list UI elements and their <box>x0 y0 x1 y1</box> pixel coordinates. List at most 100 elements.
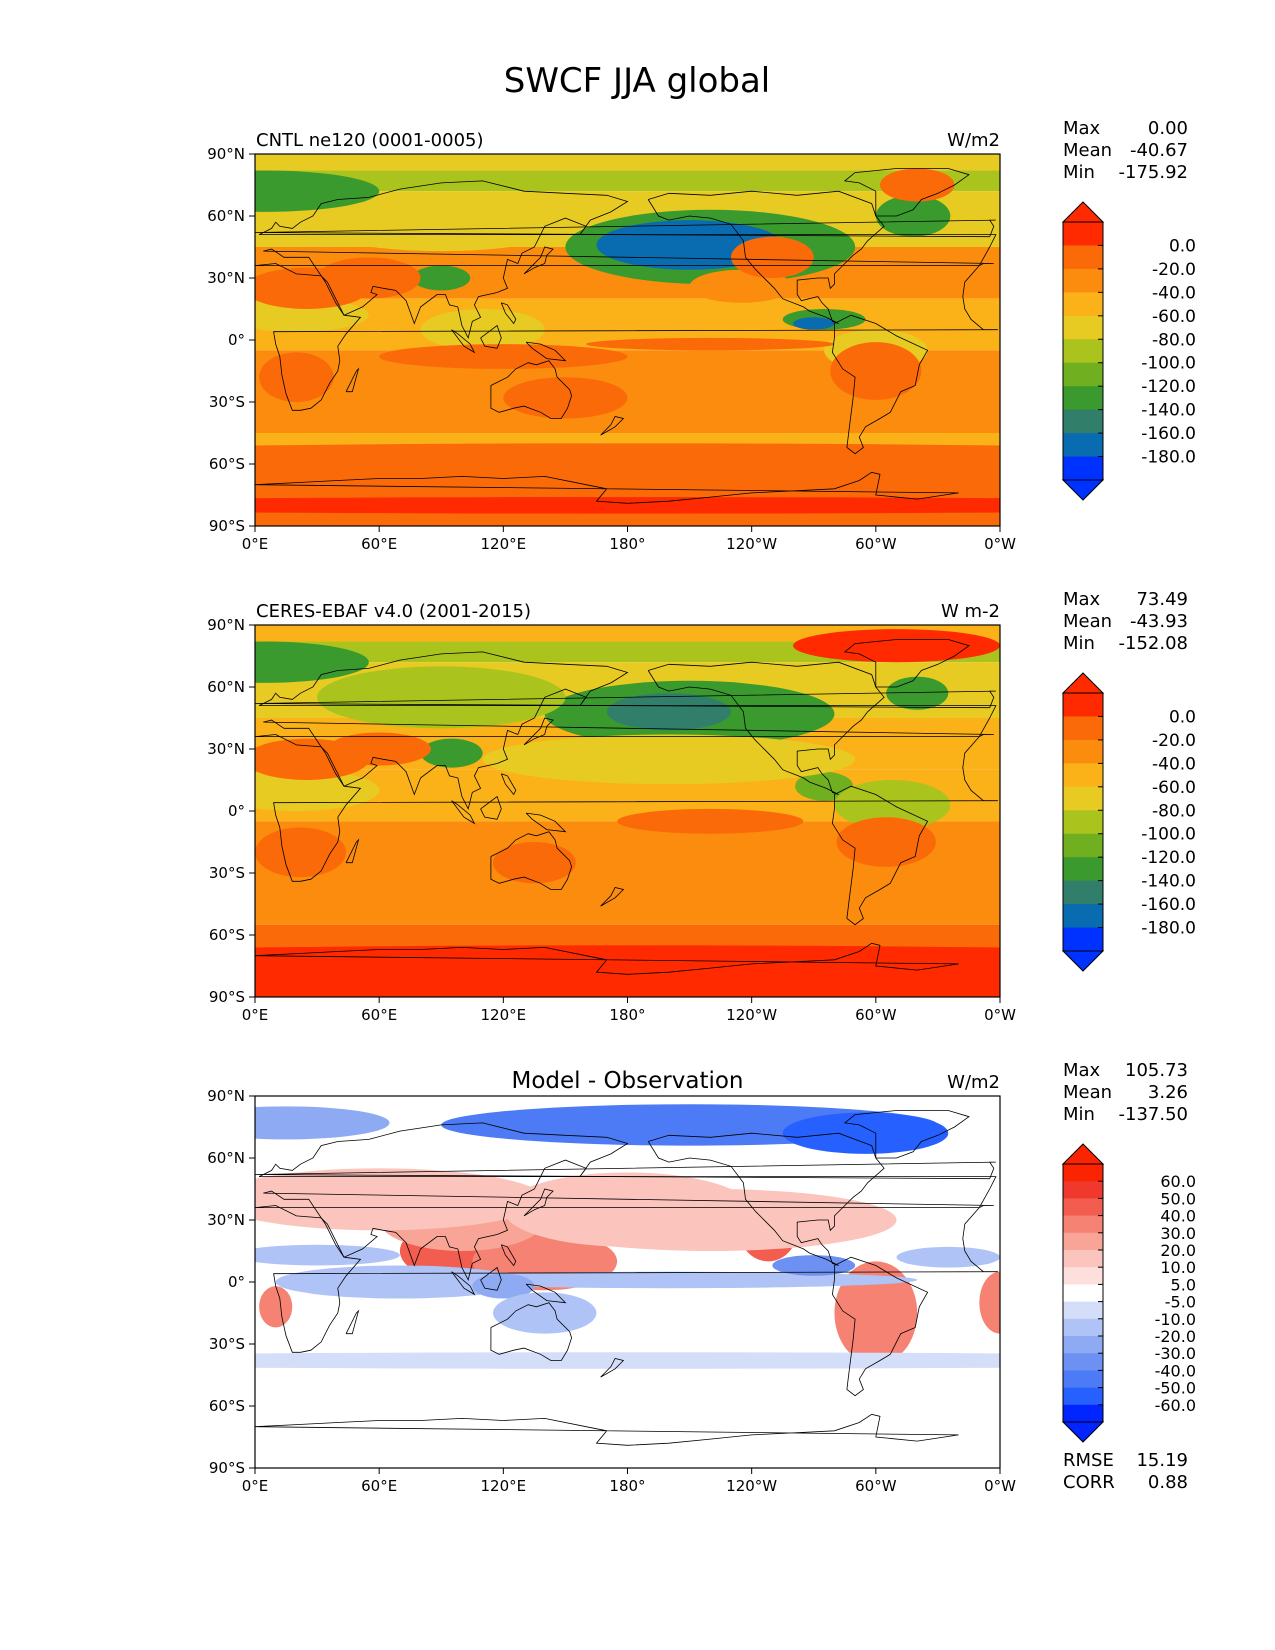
stat-label: Mean <box>1063 1082 1112 1103</box>
colorbar-label: -60.0 <box>1155 1396 1196 1415</box>
field-blob <box>886 676 949 710</box>
field-blob <box>482 734 856 785</box>
colorbar-label: -20.0 <box>1152 260 1196 280</box>
y-tick-label: 30°N <box>207 269 245 287</box>
field-blob <box>979 1271 1000 1334</box>
colorbar-segment <box>1063 786 1103 811</box>
colorbar: 0.0 -20.0 -40.0 -60.0 -80.0 -100.0 -120.0 -140.… <box>1061 201 1196 501</box>
figure-title: SWCF JJA global <box>504 61 771 101</box>
coastline <box>500 773 517 796</box>
field-blob <box>255 1352 1000 1369</box>
coastline <box>255 219 996 238</box>
y-tick-label: 60°S <box>209 455 245 473</box>
y-tick-label: 30°S <box>209 393 245 411</box>
colorbar-segment <box>1063 292 1103 317</box>
coastline <box>451 1271 476 1296</box>
coastline <box>255 942 959 975</box>
y-tick-label: 30°N <box>207 740 245 758</box>
colorbar-segment <box>1063 1318 1103 1337</box>
map-field-diff <box>255 1096 1000 1468</box>
y-tick-label: 90°S <box>209 1459 245 1477</box>
colorbar-label: -20.0 <box>1152 731 1196 751</box>
coastline <box>843 168 970 217</box>
field-blob <box>259 1286 293 1328</box>
field-blob <box>255 928 1000 950</box>
x-tick-label: 120°E <box>481 535 527 553</box>
y-tick-label: 90°S <box>209 988 245 1006</box>
x-tick-label: 60°E <box>361 535 397 553</box>
colorbar-label: -140.0 <box>1141 872 1196 892</box>
metric-label: RMSE <box>1063 1450 1114 1471</box>
colorbar-segment <box>1063 927 1103 952</box>
coastline <box>525 1283 567 1304</box>
coastline <box>831 314 929 455</box>
colorbar-label: 50.0 <box>1160 1189 1196 1208</box>
stat-value: 3.26 <box>1148 1082 1188 1103</box>
coastline <box>525 812 567 833</box>
coastline <box>258 651 997 811</box>
colorbar-segment <box>1063 1387 1103 1406</box>
coastline <box>451 329 476 354</box>
colorbar-segment <box>1063 810 1103 835</box>
x-tick-label: 0°W <box>984 1477 1016 1495</box>
colorbar-extend-max <box>1061 672 1105 694</box>
coastline <box>525 341 567 362</box>
y-tick-label: 0° <box>228 331 245 349</box>
x-tick-label: 120°W <box>726 1006 777 1024</box>
coastline <box>523 717 554 746</box>
coastline <box>831 1256 929 1397</box>
colorbar-segment <box>1063 1215 1103 1234</box>
x-tick-label: 60°E <box>361 1006 397 1024</box>
x-tick-label: 0°E <box>242 1477 269 1495</box>
colorbar-extend-min <box>1061 479 1105 501</box>
field-blob <box>586 337 835 351</box>
stat-value: -175.92 <box>1119 162 1188 183</box>
field-blob <box>255 827 347 878</box>
colorbar-segment <box>1063 1181 1103 1199</box>
colorbar-label: -80.0 <box>1152 330 1196 350</box>
coastline <box>843 1110 970 1159</box>
colorbar-label: -40.0 <box>1152 283 1196 303</box>
colorbar-segment <box>1063 1164 1103 1182</box>
colorbar-label: -40.0 <box>1155 1361 1196 1380</box>
field-blob <box>259 352 334 403</box>
coastline <box>255 1413 959 1446</box>
stat-label: Max <box>1063 1060 1101 1081</box>
field-blob <box>896 1246 1000 1268</box>
coastline <box>258 180 997 340</box>
panel-model: 0°E 60°E 120°E 180° 120°W 60°W 0°W 90°N 60°N 30°N… <box>207 118 1196 553</box>
field-blob <box>317 257 421 299</box>
colorbar-extend-min <box>1061 950 1105 972</box>
field-blob <box>317 201 566 252</box>
panel-obs: 0°E 60°E 120°E 180° 120°W 60°W 0°W 90°N 60°N 30°N… <box>207 589 1196 1024</box>
colorbar-label: -140.0 <box>1141 401 1196 421</box>
field-blob <box>255 641 369 683</box>
stat-value: 105.73 <box>1125 1060 1188 1081</box>
colorbar-segment <box>1063 833 1103 858</box>
coastline <box>255 263 998 411</box>
colorbar-segment <box>1063 386 1103 411</box>
field-blob <box>255 1168 545 1231</box>
coastline <box>600 887 625 907</box>
stat-value: 0.00 <box>1148 118 1188 139</box>
stat-label: Max <box>1063 589 1101 610</box>
coastline <box>255 1205 998 1353</box>
colorbar-label: -160.0 <box>1141 424 1196 444</box>
y-tick-label: 60°N <box>207 678 245 696</box>
y-tick-label: 30°S <box>209 864 245 882</box>
field-blob <box>836 817 936 867</box>
units-label: W/m2 <box>947 130 1000 151</box>
field-blob <box>689 269 794 303</box>
map-field-obs <box>255 625 1000 997</box>
x-tick-label: 120°W <box>726 1477 777 1495</box>
x-tick-label: 120°W <box>726 535 777 553</box>
colorbar-segment <box>1063 1370 1103 1389</box>
field-blob <box>492 842 576 884</box>
colorbar-label: -20.0 <box>1155 1327 1196 1346</box>
coastline <box>255 734 998 882</box>
colorbar-segment <box>1063 739 1103 764</box>
x-tick-label: 180° <box>609 535 645 553</box>
x-tick-label: 60°W <box>855 1477 897 1495</box>
panel-subtitle: CNTL ne120 (0001-0005) <box>256 130 484 151</box>
